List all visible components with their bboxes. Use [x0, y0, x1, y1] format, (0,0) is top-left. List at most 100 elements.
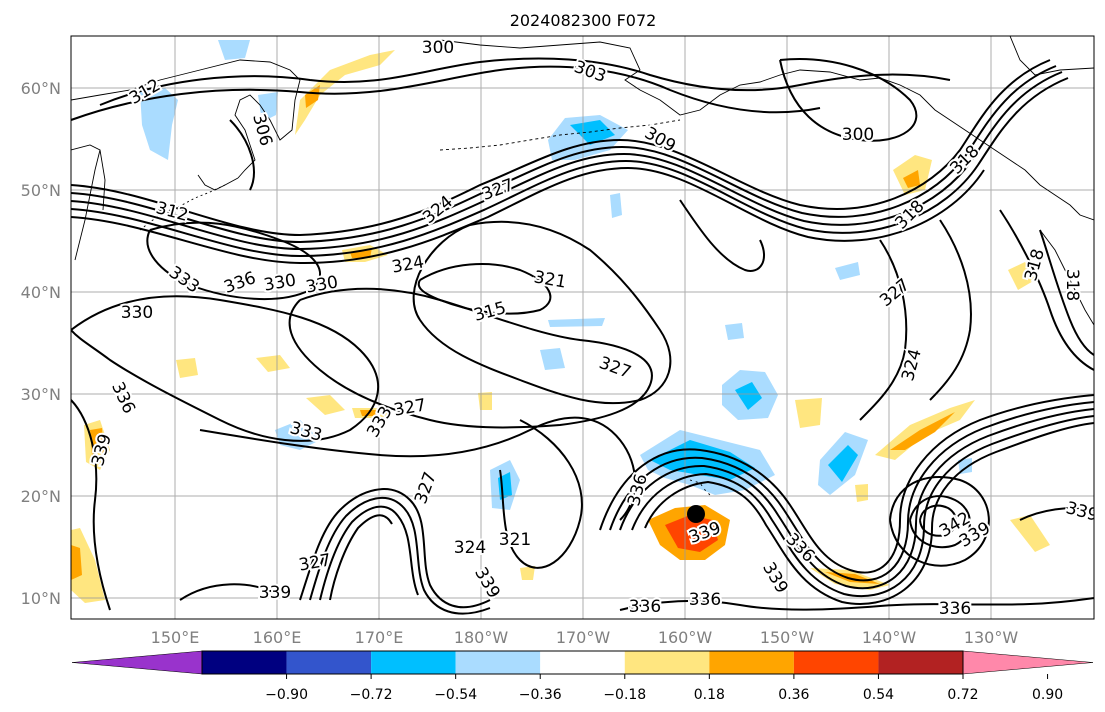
- contour-label: 324: [454, 538, 486, 558]
- contour-line: [631, 415, 1094, 598]
- shade-patch: [835, 262, 860, 280]
- contour-line: [919, 504, 957, 537]
- shade-patch: [256, 355, 290, 372]
- contour-line: [644, 422, 1094, 605]
- lat-tick-label: 30°N: [21, 385, 61, 404]
- map-frame: [70, 35, 1095, 620]
- shade-patch: [478, 392, 492, 410]
- colorbar-segment: [878, 651, 963, 674]
- lon-tick-label: 170°E: [355, 628, 404, 647]
- shade-patch: [855, 484, 868, 502]
- contour-line: [71, 65, 821, 121]
- shade-patch: [140, 88, 178, 160]
- colorbar-extend-min: [71, 650, 203, 675]
- contour-line: [619, 597, 1094, 611]
- lat-tick-label: 50°N: [21, 181, 61, 200]
- contour-line: [309, 497, 491, 615]
- colorbar-tick-label: −0.18: [603, 687, 646, 703]
- shade-patch: [540, 348, 565, 370]
- lat-tick-label: 60°N: [21, 79, 61, 98]
- contour-line: [1019, 507, 1094, 521]
- contour-label: 300: [842, 125, 874, 145]
- colorbar-segment: [793, 651, 879, 674]
- shade-patch: [735, 382, 762, 410]
- coastline-russia: [71, 59, 301, 179]
- shade-patch: [665, 515, 718, 552]
- contour-line: [679, 199, 765, 272]
- contour-label: 300: [422, 38, 454, 58]
- contour-label: 336: [939, 599, 971, 619]
- contour-label: 318: [1062, 269, 1082, 301]
- shade-patch: [305, 85, 320, 108]
- colorbar-tick-label: 0.18: [694, 687, 725, 703]
- lon-tick-label: 150°W: [760, 628, 815, 647]
- contour-line: [889, 475, 990, 567]
- contour-line: [71, 399, 111, 611]
- shade-patch: [828, 445, 858, 482]
- contour-line: [179, 583, 281, 601]
- contour-line: [929, 219, 972, 401]
- shade-patch: [548, 318, 605, 327]
- shade-patch: [71, 528, 105, 603]
- lat-tick-label: 40°N: [21, 283, 61, 302]
- contour-line: [71, 59, 1051, 237]
- contour-line: [71, 77, 1069, 258]
- shade-patch: [71, 545, 82, 580]
- storm-center-marker: [687, 505, 705, 523]
- shade-patch: [275, 420, 320, 450]
- contour-line: [299, 488, 491, 609]
- contour-line: [1039, 229, 1094, 356]
- latitude-axis: 10°N 20°N 30°N 40°N 50°N 60°N: [21, 79, 61, 608]
- lon-tick-label: 160°E: [253, 628, 302, 647]
- shade-patch: [306, 395, 345, 415]
- lon-tick-label: 170°W: [556, 628, 611, 647]
- contour-line: [619, 408, 1094, 590]
- coastlines: [71, 36, 1094, 498]
- colorbar-extend-max: [962, 650, 1094, 675]
- longitude-axis: 150°E 160°E 170°E 180°W 170°W 160°W 150°W 140°W…: [151, 628, 1019, 647]
- contour-line: [999, 209, 1094, 371]
- coastline-aleutians: [439, 119, 681, 151]
- contour-line: [71, 71, 1063, 251]
- contour-label: 336: [629, 597, 661, 617]
- shade-patch: [1008, 262, 1035, 290]
- colorbar-segment: [371, 651, 456, 674]
- colorbar-tick-label: 0.36: [778, 687, 809, 703]
- map-title: 2024082300 F072: [510, 11, 657, 30]
- lon-tick-label: 180°W: [454, 628, 509, 647]
- colorbar-segment: [455, 651, 541, 674]
- colorbar-segment: [286, 651, 372, 674]
- shade-patch: [725, 323, 744, 340]
- lon-tick-label: 160°W: [658, 628, 713, 647]
- coastline-alaska: [439, 39, 1094, 221]
- shade-patch: [610, 193, 622, 218]
- shade-patch: [890, 412, 955, 450]
- contour-line: [599, 394, 1094, 574]
- contour-line: [199, 416, 636, 521]
- contour-line: [71, 295, 379, 442]
- colorbar-tick-label: 0.54: [863, 687, 894, 703]
- contour-label: 330: [121, 303, 153, 323]
- contour-line: [412, 220, 672, 405]
- colorbar-segment: [624, 651, 710, 674]
- shade-patch: [176, 358, 198, 378]
- shade-patch: [360, 410, 382, 416]
- colorbar-tick-label: −0.90: [265, 687, 308, 703]
- colorbar-tick-label: −0.54: [434, 687, 477, 703]
- colorbar-outline: [201, 650, 964, 675]
- contour-line: [319, 505, 419, 601]
- colorbar-segment: [202, 651, 287, 674]
- contour-line: [71, 166, 985, 265]
- colorbar: −0.90 −0.72 −0.54 −0.36 −0.18 0.18 0.36 0.54 0.7…: [71, 650, 1094, 703]
- isentrope-contours: [71, 57, 1094, 615]
- coastline-bc: [1039, 229, 1094, 326]
- coastline-sakhalin: [99, 149, 106, 211]
- coastline-border: [1009, 36, 1094, 76]
- contour-line: [146, 221, 321, 301]
- shade-patch: [218, 40, 250, 60]
- shade-patch: [258, 92, 278, 122]
- shade-patch: [1010, 515, 1050, 552]
- shade-patch: [795, 398, 822, 428]
- contour-line: [499, 419, 583, 569]
